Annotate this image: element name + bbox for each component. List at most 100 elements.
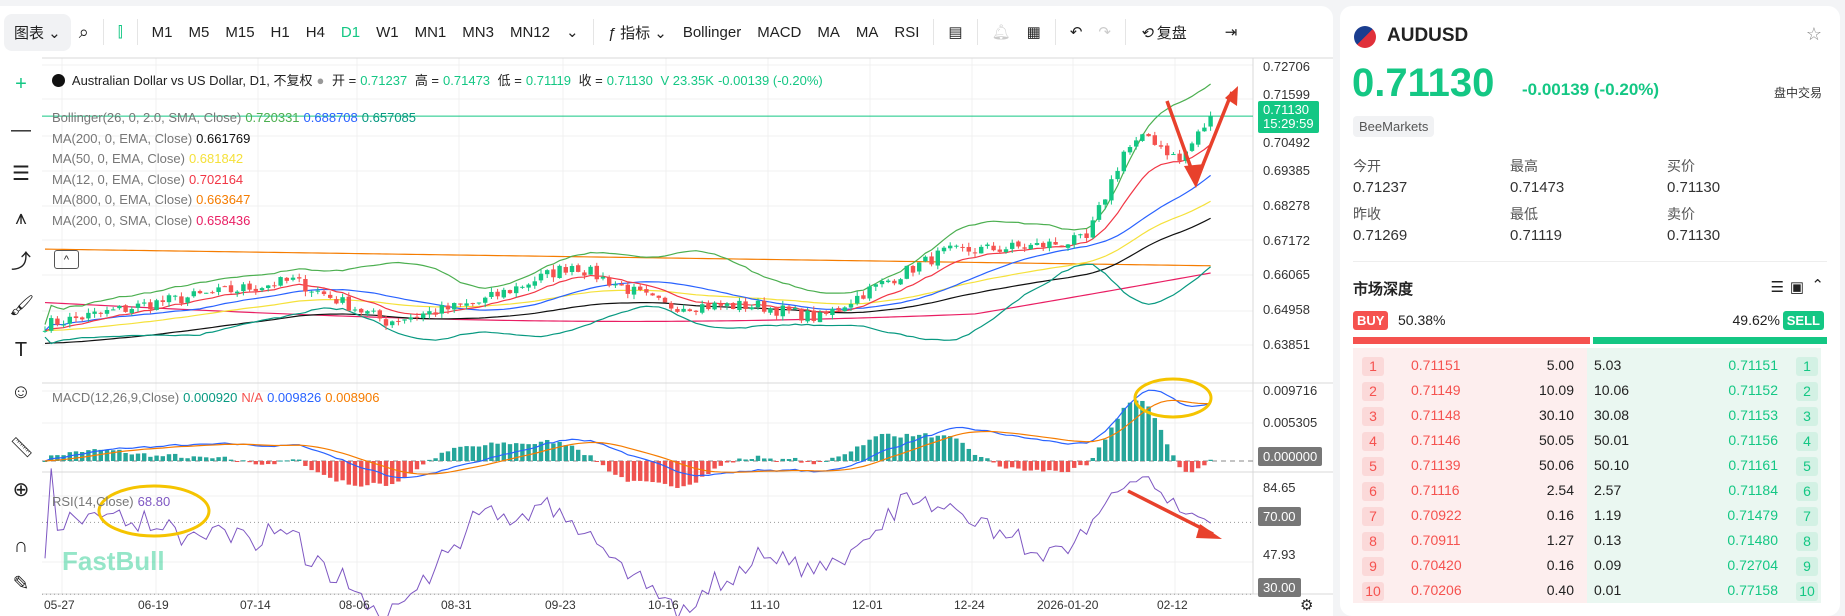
timeframe-d1[interactable]: D1: [340, 23, 361, 41]
indicators-button[interactable]: ƒ 指标 ⌄: [607, 24, 667, 42]
macd-zero-tag: 0.000000: [1258, 447, 1323, 466]
candle: [328, 294, 333, 298]
order-book-row[interactable]: 1 0.71151 5.00 5.03 0.71151 1: [1356, 353, 1824, 378]
indicator-legend-row[interactable]: MA(800, 0, EMA, Close) 0.663647: [52, 192, 251, 207]
settings-gear-icon[interactable]: ⚙: [1300, 597, 1314, 614]
indicator-legend-row[interactable]: MA(200, 0, EMA, Close) 0.661769: [52, 130, 251, 146]
macd-histogram-bar: [718, 461, 723, 466]
lock-drawing-icon[interactable]: ✎: [12, 573, 30, 595]
magnet-icon[interactable]: ∩: [13, 535, 29, 557]
quick-indicator-macd[interactable]: MACD: [757, 23, 802, 41]
replay-button[interactable]: ⟲ 复盘: [1139, 24, 1187, 42]
order-book-row[interactable]: 2 0.71149 10.09 10.06 0.71152 2: [1356, 378, 1824, 403]
order-book-row[interactable]: 4 0.71146 50.05 50.01 0.71156 4: [1356, 428, 1824, 453]
price-axis-label: 0.66065: [1263, 267, 1310, 283]
timeframe-more-chevron-icon[interactable]: ⌄: [565, 24, 579, 41]
candle: [805, 310, 810, 322]
candle: [538, 273, 544, 281]
indicator-legend-row[interactable]: MA(200, 0, SMA, Close) 0.658436: [52, 212, 251, 228]
indicator-legend-row[interactable]: MA(50, 0, EMA, Close) 0.681842: [52, 151, 244, 166]
brush-icon[interactable]: 🖌︎: [9, 295, 35, 317]
timeframe-m1[interactable]: M1: [151, 23, 173, 41]
candle: [73, 316, 79, 319]
order-book-row[interactable]: 7 0.70922 0.16 1.19 0.71479 7: [1356, 503, 1824, 528]
macd-histogram-bar: [402, 461, 407, 478]
macd-histogram-bar: [749, 459, 754, 461]
candle: [743, 301, 748, 310]
macd-histogram-bar: [656, 461, 661, 483]
session-status: 盘中交易: [1773, 86, 1822, 100]
order-book-row[interactable]: 6 0.71116 2.54 2.57 0.71184 6: [1356, 478, 1824, 503]
candle: [625, 284, 630, 294]
indicator-legend-row[interactable]: Bollinger(26, 0, 2.0, SMA, Close) 0.72033…: [52, 110, 417, 125]
layout-icon[interactable]: ▤: [948, 24, 963, 41]
calendar-icon[interactable]: ▦: [1026, 24, 1041, 41]
macd-histogram-bar: [991, 461, 996, 463]
function-icon: ƒ: [607, 24, 616, 42]
pattern-icon[interactable]: ⩚: [15, 207, 27, 229]
quote-stat: 最低 0.71119: [1510, 206, 1562, 244]
candle: [1022, 247, 1027, 249]
candle: [129, 309, 134, 314]
candle: [1059, 245, 1064, 247]
zoom-in-icon[interactable]: ⊕: [12, 479, 30, 501]
arrow-head: [1225, 86, 1238, 106]
price-axis-label: 0.63851: [1263, 336, 1310, 352]
search-icon[interactable]: ⌕: [78, 21, 89, 42]
timeframe-m15[interactable]: M15: [225, 23, 255, 41]
chart-toolbar: 图表 ⌄ ⌕ ⫿ M1 M5 M15 H1 H4 D1 W1 MN1 MN3 MN12 ⌄ ƒ 指…: [0, 6, 1333, 58]
timeframe-m5[interactable]: M5: [188, 23, 210, 41]
redo-icon[interactable]: ↷: [1098, 24, 1111, 41]
quick-indicator-bollinger[interactable]: Bollinger: [682, 23, 742, 41]
candle: [923, 256, 928, 262]
candle: [408, 317, 413, 320]
grid-view-icon[interactable]: ▣: [1789, 279, 1804, 296]
current-price-tag: 0.71130 15:29:59: [1258, 101, 1319, 133]
candle: [557, 265, 562, 279]
price-chart[interactable]: [0, 6, 1333, 616]
timeframe-mn1[interactable]: MN1: [414, 23, 447, 41]
indicator-axis-label: 47.93: [1263, 547, 1296, 562]
timeframe-h1[interactable]: H1: [270, 23, 290, 41]
macd-histogram-bar: [700, 461, 705, 477]
timeframe-mn3[interactable]: MN3: [462, 23, 494, 41]
candle: [160, 300, 165, 302]
macd-histogram-bar: [104, 449, 110, 461]
candle: [594, 265, 599, 280]
chart-menu-dropdown[interactable]: 图表 ⌄: [4, 13, 71, 51]
timeframe-h4[interactable]: H4: [305, 23, 325, 41]
emoji-icon[interactable]: ☺: [10, 381, 32, 403]
quick-indicator-ma[interactable]: MA: [817, 23, 840, 41]
projection-icon[interactable]: ⤴: [11, 251, 31, 273]
candle: [1034, 243, 1040, 245]
order-book-row[interactable]: 8 0.70911 1.27 0.13 0.71480 8: [1356, 528, 1824, 553]
sell-bar: [1593, 337, 1827, 344]
order-book-row[interactable]: 9 0.70420 0.16 0.09 0.72704 9: [1356, 553, 1824, 578]
timeframe-mn12[interactable]: MN12: [509, 23, 550, 41]
collapse-panel-icon[interactable]: ⇥: [1224, 24, 1238, 41]
collapse-chevron-icon[interactable]: ⌃: [1811, 277, 1824, 294]
quick-indicator-ma[interactable]: MA: [855, 23, 879, 41]
crosshair-icon[interactable]: +: [15, 73, 27, 95]
candle: [1078, 234, 1083, 236]
collapse-legend-button[interactable]: ^: [54, 250, 79, 269]
undo-icon[interactable]: ↶: [1069, 24, 1083, 41]
order-book-row[interactable]: 3 0.71148 30.10 30.08 0.71153 3: [1356, 403, 1824, 428]
list-view-icon[interactable]: ☰: [1770, 279, 1784, 296]
text-icon[interactable]: T: [14, 339, 28, 361]
candlestick-type-icon[interactable]: ⫿: [117, 23, 123, 41]
timeframe-w1[interactable]: W1: [376, 23, 399, 41]
macd-histogram-bar: [129, 454, 134, 461]
quick-indicator-rsi[interactable]: RSI: [894, 23, 920, 41]
alert-bell-icon[interactable]: 🔔︎: [991, 24, 1011, 41]
favorite-star-icon[interactable]: ☆: [1805, 24, 1822, 44]
order-book-row[interactable]: 5 0.71139 50.06 50.10 0.71161 5: [1356, 453, 1824, 478]
indicator-legend-row[interactable]: MA(12, 0, EMA, Close) 0.702164: [52, 171, 244, 187]
macd-histogram-bar: [1165, 444, 1170, 461]
broker-badge[interactable]: BeeMarkets: [1353, 116, 1435, 137]
horizontal-line-icon[interactable]: —: [11, 119, 31, 141]
order-book-row[interactable]: 10 0.70206 0.40 0.01 0.77158 10: [1356, 578, 1824, 603]
fib-icon[interactable]: ☰: [12, 163, 30, 185]
macd-histogram-bar: [290, 459, 296, 461]
ruler-icon[interactable]: 📏︎: [9, 437, 35, 459]
